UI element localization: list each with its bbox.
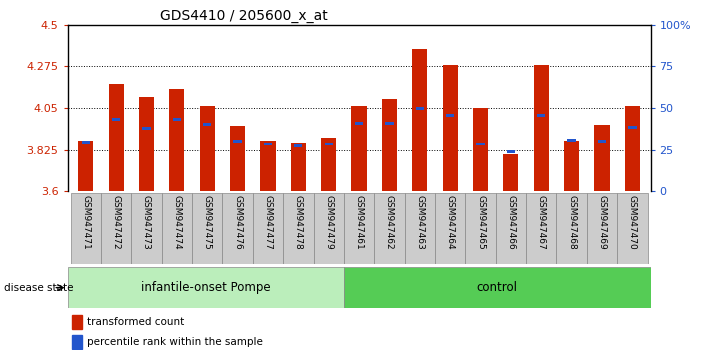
Text: GSM947472: GSM947472 xyxy=(112,195,121,250)
Bar xyxy=(112,118,120,121)
Bar xyxy=(283,193,314,264)
Bar xyxy=(374,193,405,264)
Bar xyxy=(294,144,302,147)
Bar xyxy=(203,123,211,126)
Bar xyxy=(534,65,549,191)
Bar xyxy=(264,143,272,145)
Bar xyxy=(587,193,617,264)
Bar xyxy=(68,267,344,308)
Bar xyxy=(233,140,242,143)
Text: GSM947478: GSM947478 xyxy=(294,195,303,250)
Bar xyxy=(72,335,82,348)
Bar xyxy=(109,84,124,191)
Bar xyxy=(351,106,367,191)
Bar xyxy=(625,106,640,191)
Text: GSM947473: GSM947473 xyxy=(142,195,151,250)
Bar xyxy=(629,126,636,129)
Text: GSM947463: GSM947463 xyxy=(415,195,424,250)
Bar xyxy=(598,140,606,143)
Bar xyxy=(169,90,184,191)
Bar xyxy=(139,97,154,191)
Bar xyxy=(416,107,424,110)
Bar xyxy=(291,143,306,191)
Text: GSM947462: GSM947462 xyxy=(385,195,394,250)
Text: GSM947464: GSM947464 xyxy=(446,195,454,250)
Bar xyxy=(230,126,245,191)
Text: transformed count: transformed count xyxy=(87,318,184,327)
Text: GDS4410 / 205600_x_at: GDS4410 / 205600_x_at xyxy=(160,9,328,23)
Text: control: control xyxy=(476,281,518,294)
Text: GSM947467: GSM947467 xyxy=(537,195,546,250)
Text: GSM947477: GSM947477 xyxy=(264,195,272,250)
Bar xyxy=(82,141,90,144)
Bar xyxy=(412,49,427,191)
Text: GSM947469: GSM947469 xyxy=(597,195,606,250)
Text: GSM947461: GSM947461 xyxy=(355,195,363,250)
Bar xyxy=(617,193,648,264)
Bar xyxy=(537,114,545,117)
Bar xyxy=(173,118,181,121)
Bar xyxy=(344,267,651,308)
Text: GSM947466: GSM947466 xyxy=(506,195,515,250)
Text: GSM947470: GSM947470 xyxy=(628,195,637,250)
Bar xyxy=(72,315,82,329)
Bar xyxy=(442,65,458,191)
Bar xyxy=(101,193,132,264)
Bar xyxy=(503,154,518,191)
Bar xyxy=(567,139,576,142)
Text: percentile rank within the sample: percentile rank within the sample xyxy=(87,337,262,347)
Text: disease state: disease state xyxy=(4,282,73,293)
Bar xyxy=(142,127,151,130)
Bar xyxy=(496,193,526,264)
Text: GSM947468: GSM947468 xyxy=(567,195,576,250)
Bar xyxy=(321,138,336,191)
Bar xyxy=(200,106,215,191)
Bar xyxy=(355,122,363,125)
Text: GSM947474: GSM947474 xyxy=(172,195,181,250)
Bar xyxy=(557,193,587,264)
Bar xyxy=(132,193,161,264)
Bar xyxy=(260,141,276,191)
Bar xyxy=(446,114,454,117)
Bar xyxy=(344,193,374,264)
Bar xyxy=(594,125,609,191)
Bar xyxy=(385,122,394,125)
Bar xyxy=(473,108,488,191)
Bar xyxy=(405,193,435,264)
Text: GSM947479: GSM947479 xyxy=(324,195,333,250)
Bar xyxy=(161,193,192,264)
Text: GSM947471: GSM947471 xyxy=(81,195,90,250)
Bar xyxy=(314,193,344,264)
Text: GSM947475: GSM947475 xyxy=(203,195,212,250)
Bar xyxy=(70,193,101,264)
Text: GSM947476: GSM947476 xyxy=(233,195,242,250)
Bar xyxy=(253,193,283,264)
Bar xyxy=(324,143,333,145)
Bar xyxy=(564,141,579,191)
Bar xyxy=(78,141,93,191)
Bar xyxy=(507,150,515,153)
Bar xyxy=(223,193,253,264)
Text: infantile-onset Pompe: infantile-onset Pompe xyxy=(141,281,270,294)
Text: GSM947465: GSM947465 xyxy=(476,195,485,250)
Bar xyxy=(382,99,397,191)
Bar xyxy=(192,193,223,264)
Bar xyxy=(435,193,465,264)
Bar xyxy=(465,193,496,264)
Bar xyxy=(476,143,485,145)
Bar xyxy=(526,193,557,264)
